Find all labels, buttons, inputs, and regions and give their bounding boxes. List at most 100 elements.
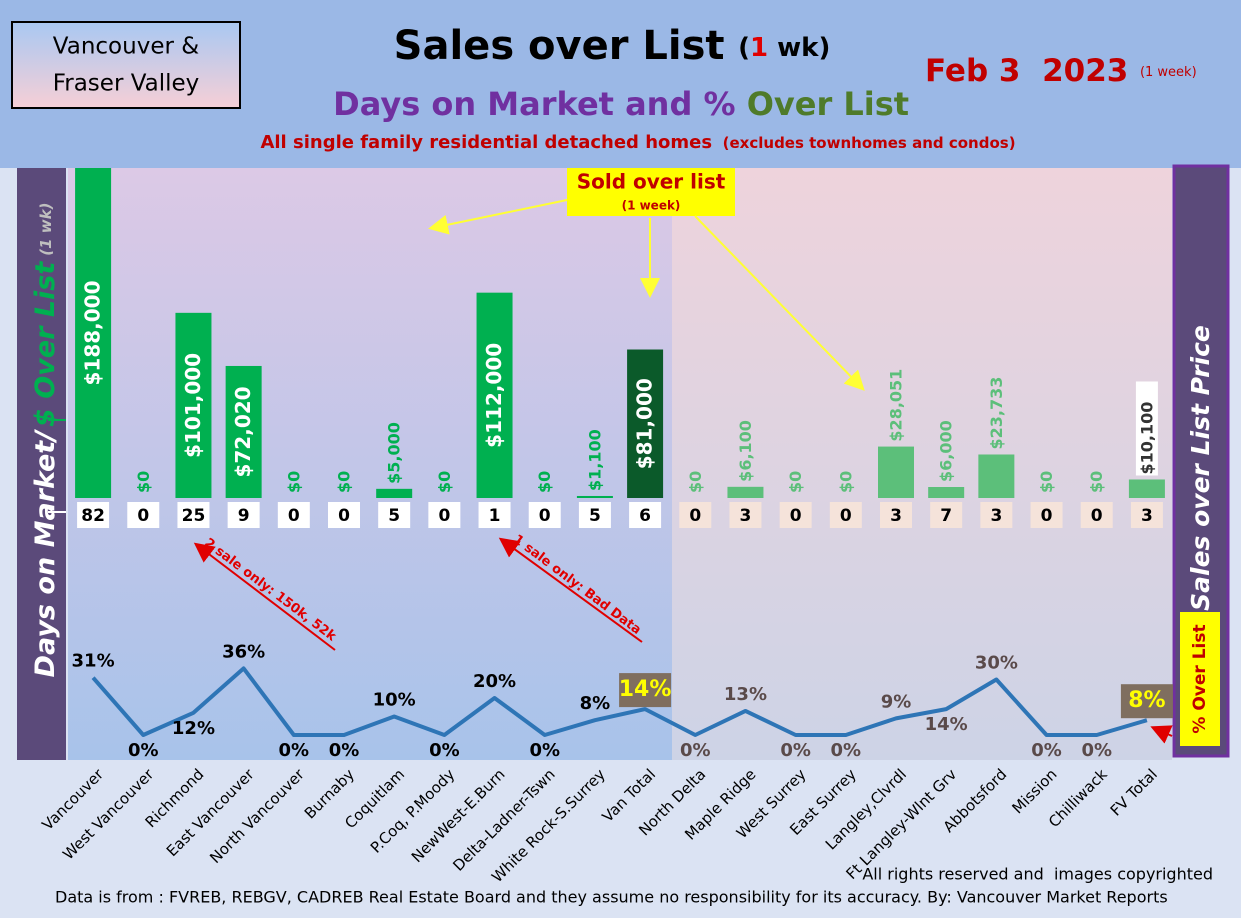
- annotation-arrow: [498, 537, 643, 643]
- line-legend-box: [1180, 612, 1220, 746]
- line-value-label: 8%: [1128, 688, 1165, 713]
- bar-value-label: $0: [134, 471, 153, 493]
- region-box: [11, 21, 241, 109]
- days-box: [277, 502, 310, 528]
- bar-value-label: $28,051: [887, 369, 906, 442]
- days-label: 0: [689, 506, 701, 526]
- days-label: 5: [589, 506, 601, 526]
- line-value-label: 8%: [580, 693, 611, 714]
- left-axis-band: [17, 168, 66, 760]
- line-value-label: 0%: [128, 740, 159, 761]
- days-label: 3: [1141, 506, 1153, 526]
- days-box: [1080, 502, 1113, 528]
- bar: [75, 168, 112, 499]
- bar-value-label: $0: [284, 471, 303, 493]
- bar: [1128, 479, 1165, 498]
- bars: [75, 168, 1165, 499]
- region-label: Fraser Valley: [53, 71, 200, 97]
- bar-value-label: $6,100: [736, 420, 755, 482]
- bar-value-label: $23,733: [987, 377, 1006, 450]
- title-note: 1: [750, 33, 768, 63]
- y-label-text: Days on Market/: [30, 429, 61, 678]
- days-box: [1130, 502, 1163, 528]
- title-note: wk): [768, 33, 830, 63]
- days-label: 3: [890, 506, 902, 526]
- days-label: 25: [182, 506, 206, 526]
- bar-value-label: $81,000: [633, 378, 657, 469]
- chart-title: Sales over List (1 wk): [394, 23, 831, 69]
- days-box: [578, 502, 611, 528]
- days-box: [177, 502, 210, 528]
- line-value-label: 0%: [1081, 740, 1112, 761]
- bar-value-label: $0: [786, 471, 805, 493]
- line-value-label: 0%: [680, 740, 711, 761]
- line: [91, 666, 1148, 737]
- callout-note: (1 week): [622, 199, 681, 213]
- days-label: 6: [639, 506, 651, 526]
- bar-value-label: $188,000: [81, 280, 105, 385]
- tagline-text: All single family residential detached h…: [260, 132, 712, 153]
- line-value-label: 14%: [925, 714, 968, 735]
- days-label: 0: [338, 506, 350, 526]
- bar: [476, 292, 513, 498]
- line-value-label: 20%: [473, 671, 516, 692]
- days-box: [629, 502, 662, 528]
- days-box: [77, 502, 110, 528]
- days-box: [880, 502, 912, 528]
- line-value-label: 0%: [279, 740, 310, 761]
- days-label: 1: [489, 506, 501, 526]
- days-box: [478, 502, 511, 528]
- line-value-label: 0%: [329, 740, 360, 761]
- date-note: (1 week): [1140, 65, 1197, 80]
- bar: [727, 486, 764, 498]
- legend-arrow: [1150, 725, 1173, 744]
- days-label: 0: [137, 506, 149, 526]
- callout-arrow: [428, 199, 568, 235]
- bar-value-label: $0: [1087, 471, 1106, 493]
- y-label-note: (1 wk): [37, 203, 55, 256]
- annotation-arrow: [193, 542, 336, 651]
- chart-subtitle: Days on Market and % Over List: [277, 85, 942, 123]
- line-value-label: 0%: [780, 740, 811, 761]
- days-label: 82: [81, 506, 105, 526]
- bar-value-label: $72,020: [231, 386, 255, 477]
- bar: [175, 312, 212, 498]
- callout: Sold over list: [577, 170, 726, 194]
- title-text: Sales over List: [394, 23, 725, 69]
- title-note: (: [738, 33, 750, 63]
- bar-value-label: $10,100: [1137, 402, 1156, 475]
- footer: All rights reserved and images copyright…: [862, 865, 1213, 884]
- line-value-label: 0%: [831, 740, 862, 761]
- days-box: [227, 502, 260, 528]
- line-value-label: 0%: [1031, 740, 1062, 761]
- bar-value-label: $1,100: [585, 429, 604, 491]
- bar: [627, 349, 664, 498]
- date-text: Feb 3 2023: [925, 53, 1128, 89]
- days-box: [127, 502, 160, 528]
- days-label: 0: [539, 506, 551, 526]
- days-box: [328, 502, 360, 528]
- footer: Data is from : FVREB, REBGV, CADREB Real…: [55, 888, 1168, 907]
- bar-value-label: $0: [435, 471, 454, 493]
- days-label: 0: [438, 506, 450, 526]
- days-box: [980, 502, 1013, 528]
- line-value-label: 0%: [429, 740, 460, 761]
- days-box: [829, 502, 862, 528]
- bar-value-label: $0: [1037, 471, 1056, 493]
- bar-value-label: $0: [836, 471, 855, 493]
- line-value-label: 31%: [72, 651, 115, 672]
- bar: [878, 446, 914, 498]
- total-label-bg: [619, 673, 672, 708]
- region-label: Vancouver &: [53, 34, 199, 60]
- y-label-series: $ Over List: [30, 261, 61, 427]
- bar: [225, 365, 262, 498]
- line-value-label: 14%: [619, 677, 672, 702]
- bar-value-label: $0: [686, 471, 705, 493]
- side-label: Sales over List Price: [1186, 325, 1215, 611]
- bar-value-label: $112,000: [482, 343, 506, 448]
- days-label: 0: [840, 506, 852, 526]
- days-label: 0: [790, 506, 802, 526]
- days-label: 3: [990, 506, 1002, 526]
